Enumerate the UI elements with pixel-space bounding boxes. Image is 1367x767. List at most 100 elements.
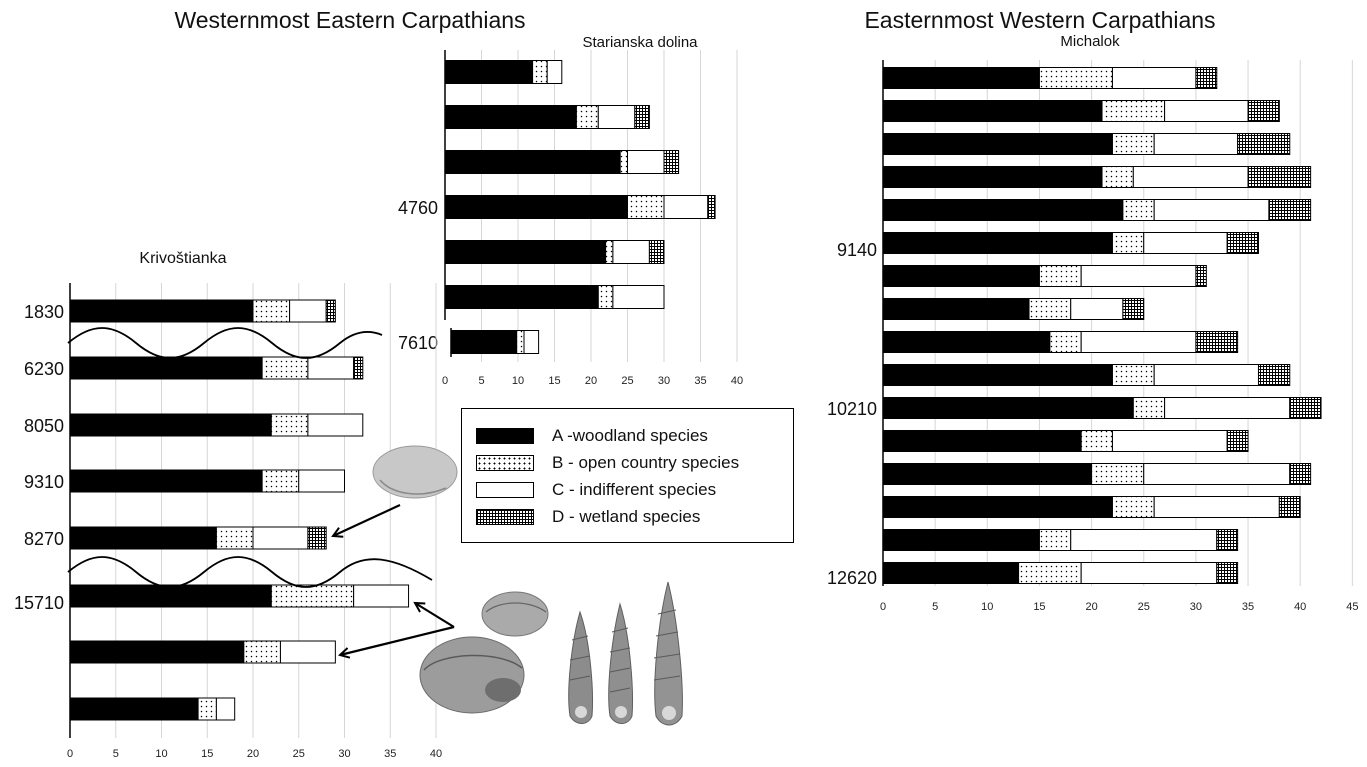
stacked-bar [69, 299, 336, 323]
snail-shell-images [372, 445, 683, 726]
bar-segment-wetland [1216, 529, 1239, 551]
bar-segment-open-country [197, 697, 217, 721]
bar-segment-wetland [1268, 199, 1312, 221]
bar-segment-indifferent [1080, 331, 1197, 353]
legend-swatch-wetland [476, 509, 534, 525]
bar-segment-indifferent [627, 150, 665, 174]
stacked-bar [882, 298, 1145, 320]
stacked-bar [882, 265, 1207, 287]
axis-break-markers [67, 327, 433, 588]
bar-segment-open-country [1101, 100, 1166, 122]
bar-segment-wetland [1278, 496, 1301, 518]
bar-segment-woodland [882, 265, 1040, 287]
bar-segment-open-country [252, 299, 291, 323]
x-tick-label: 0 [442, 375, 448, 387]
bar-segment-woodland [882, 529, 1040, 551]
arrow-to-lower-bar [340, 625, 455, 655]
bar-segment-wetland [1195, 265, 1207, 287]
x-tick-label: 10 [981, 601, 993, 613]
title-easternmost-western-carpathians: Easternmost Western Carpathians [864, 7, 1215, 33]
stacked-bar [69, 640, 336, 664]
bar-segment-woodland [882, 364, 1113, 386]
x-tick-label: 30 [1190, 601, 1202, 613]
bar-segment-indifferent [252, 526, 309, 550]
x-tick-label: 0 [67, 748, 73, 760]
x-tick-label: 5 [478, 375, 484, 387]
bar-segment-wetland [1195, 67, 1218, 89]
x-tick-label: 40 [430, 748, 442, 760]
stacked-bar [882, 166, 1312, 188]
bar-segment-indifferent [1132, 166, 1249, 188]
bar-segment-wetland [1195, 331, 1239, 353]
bar-segment-wetland [1216, 562, 1239, 584]
bar-segment-woodland [882, 133, 1113, 155]
x-tick-label: 5 [113, 748, 119, 760]
x-tick-label: 15 [548, 375, 560, 387]
bar-segment-open-country [1122, 199, 1155, 221]
bar-segment-wetland [1247, 100, 1280, 122]
legend-item-open-country: B - open country species [476, 452, 739, 474]
stacked-bar [69, 356, 364, 380]
bar-segment-woodland [69, 413, 272, 437]
bar-segment-indifferent [1111, 430, 1228, 452]
x-tick-label: 15 [1033, 601, 1045, 613]
bar-segment-open-country [1049, 331, 1082, 353]
x-tick-label: 45 [1346, 601, 1358, 613]
x-tick-label: 25 [293, 748, 305, 760]
chart-krivostianka: 0 5 10 15 20 25 30 35 40 Krivoštianka 1830 6230 8050… [14, 250, 442, 760]
bar-segment-wetland [1289, 397, 1322, 419]
x-tick-label: 40 [731, 375, 743, 387]
bar-segment-wetland [1257, 364, 1291, 386]
bar-segment-wetland [307, 526, 327, 550]
stacked-bar [882, 397, 1322, 419]
bar-segment-indifferent [289, 299, 327, 323]
bar-segment-open-country [243, 640, 281, 664]
stacked-bar [882, 232, 1259, 254]
bar-segment-woodland [882, 67, 1040, 89]
stacked-bar [882, 496, 1301, 518]
bar-segment-indifferent [523, 330, 540, 354]
bar-label: 6230 [24, 359, 64, 379]
bar-segment-wetland [648, 240, 665, 264]
bar-segment-open-country [1080, 430, 1113, 452]
x-tick-label: 10 [155, 748, 167, 760]
bar-segment-woodland [882, 463, 1093, 485]
stacked-bar [450, 330, 540, 354]
bar-segment-wetland [1226, 430, 1249, 452]
bar-segment-indifferent [1164, 100, 1249, 122]
bar-segment-wetland [1247, 166, 1312, 188]
bar-segment-indifferent [1153, 496, 1280, 518]
bar-segment-woodland [69, 469, 263, 493]
x-tick-label: 0 [880, 601, 886, 613]
bar-segment-woodland [882, 166, 1103, 188]
axis-break-wave-upper [67, 327, 383, 359]
bar-label: 15710 [14, 593, 64, 613]
bar-label: 12620 [827, 568, 877, 588]
chart-title: Starianska dolina [582, 34, 698, 51]
bar-segment-wetland [325, 299, 336, 323]
bar-segment-woodland [444, 105, 577, 129]
bar-segment-woodland [882, 100, 1103, 122]
legend-label-woodland: A -woodland species [552, 426, 708, 445]
x-tick-label: 35 [694, 375, 706, 387]
x-tick-label: 40 [1294, 601, 1306, 613]
bar-segment-open-country [261, 469, 300, 493]
bar-segment-woodland [882, 199, 1124, 221]
bar-segment-indifferent [1143, 463, 1291, 485]
bar-segment-indifferent [663, 195, 709, 219]
bar-label: 9310 [24, 472, 64, 492]
bar-segment-open-country [270, 413, 309, 437]
x-tick-label: 20 [585, 375, 597, 387]
bar-segment-woodland [444, 60, 534, 84]
bar-segment-indifferent [307, 356, 355, 380]
chart-michalok: 0 5 10 15 20 25 30 35 40 45 Michalok 9140 10210 12620 [827, 33, 1359, 613]
snail-shell-clausiliid-images [568, 581, 683, 726]
bar-segment-woodland [882, 232, 1113, 254]
bar-segment-indifferent [298, 469, 345, 493]
stacked-bar [444, 60, 563, 84]
stacked-bar [69, 469, 345, 493]
x-tick-label: 25 [1138, 601, 1150, 613]
x-tick-label: 5 [932, 601, 938, 613]
bar-segment-open-country [270, 584, 355, 608]
arrow-to-8270-bar [333, 504, 401, 536]
